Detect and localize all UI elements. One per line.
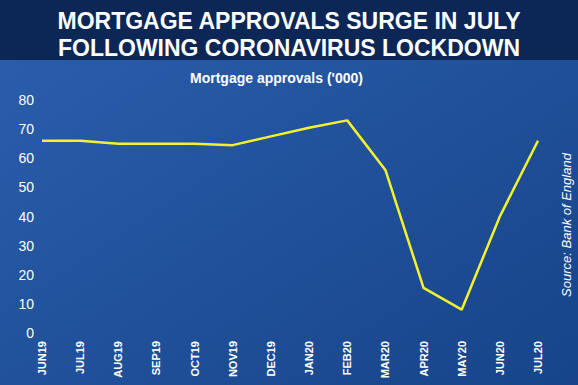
svg-text:SEP19: SEP19 [150,341,162,375]
svg-text:OCT19: OCT19 [189,341,201,376]
svg-text:JUL20: JUL20 [532,341,544,374]
svg-text:30: 30 [18,238,34,254]
svg-text:50: 50 [18,179,34,195]
svg-text:MAR20: MAR20 [379,341,391,378]
svg-text:JUN19: JUN19 [36,341,48,375]
svg-text:80: 80 [18,92,34,108]
svg-text:70: 70 [18,121,34,137]
svg-text:MORTGAGE APPROVALS SURGE IN JU: MORTGAGE APPROVALS SURGE IN JULY [57,8,520,34]
svg-text:20: 20 [18,267,34,283]
svg-text:NOV19: NOV19 [227,341,239,377]
svg-text:40: 40 [18,209,34,225]
svg-text:Source: Bank of England: Source: Bank of England [559,152,574,297]
svg-text:APR20: APR20 [418,341,430,376]
svg-text:JUL19: JUL19 [74,341,86,374]
svg-text:0: 0 [26,325,34,341]
svg-text:Mortgage approvals ('000): Mortgage approvals ('000) [190,70,363,86]
svg-text:FEB20: FEB20 [341,341,353,375]
svg-text:JUN20: JUN20 [494,341,506,375]
svg-text:DEC19: DEC19 [265,341,277,376]
svg-text:MAY20: MAY20 [456,341,468,377]
svg-text:FOLLOWING CORONAVIRUS LOCKDOWN: FOLLOWING CORONAVIRUS LOCKDOWN [58,35,520,61]
svg-text:AUG19: AUG19 [112,341,124,378]
svg-text:JAN20: JAN20 [303,341,315,375]
svg-text:60: 60 [18,150,34,166]
svg-text:10: 10 [18,296,34,312]
